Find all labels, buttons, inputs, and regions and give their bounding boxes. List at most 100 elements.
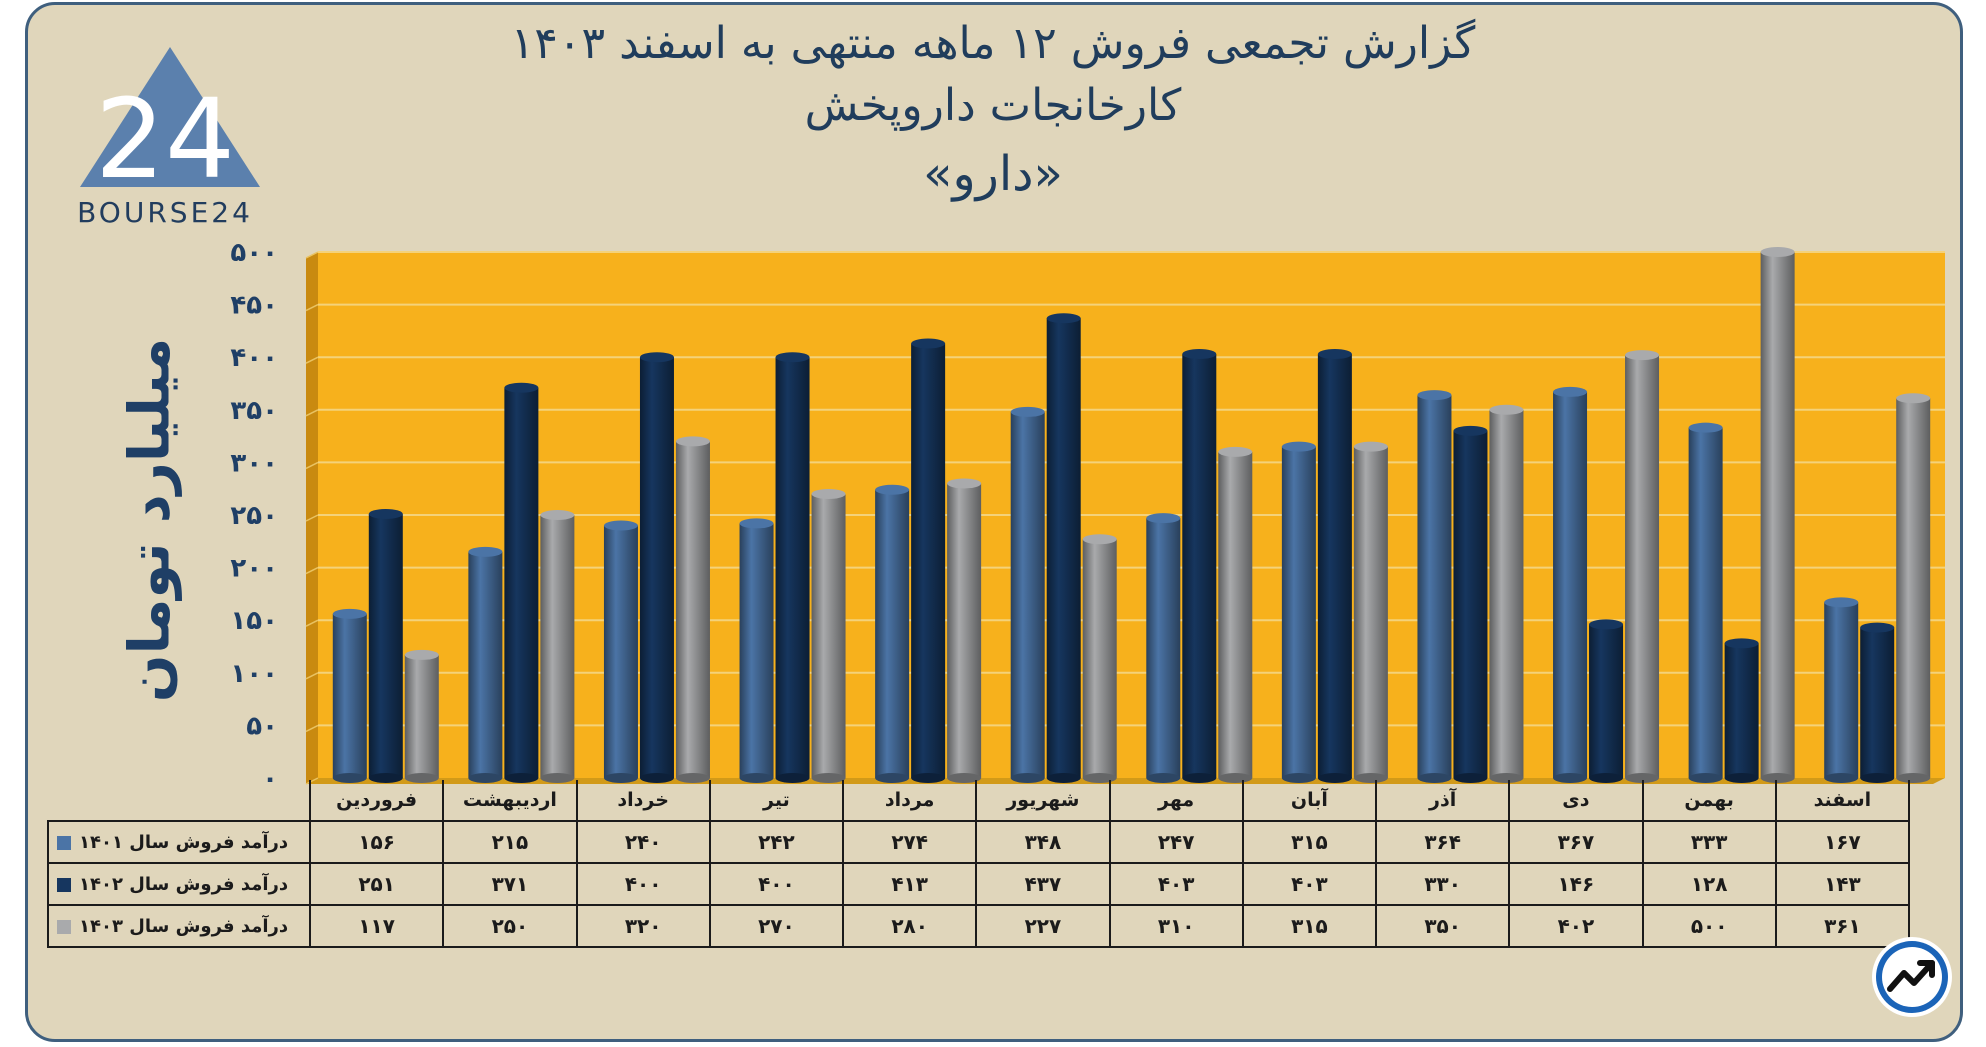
gridline-side bbox=[305, 251, 319, 259]
gridline-side bbox=[305, 409, 319, 417]
bar-1401 bbox=[1688, 427, 1723, 778]
data-label: ۱۱۷ bbox=[308, 904, 445, 948]
bar-1403 bbox=[1082, 539, 1117, 778]
data-label: ۳۱۵ bbox=[1241, 904, 1378, 948]
bar-1402-cap bbox=[1182, 349, 1217, 360]
bar-1401 bbox=[1010, 411, 1045, 778]
bar-1402-cap bbox=[1860, 622, 1895, 633]
data-label: ۵۰۰ bbox=[1641, 904, 1777, 948]
bar-1401 bbox=[1553, 391, 1588, 778]
data-label: ۱۲۸ bbox=[1641, 862, 1777, 906]
data-label: ۲۴۲ bbox=[708, 820, 845, 864]
month-label: تیر bbox=[708, 780, 845, 822]
bar-1401 bbox=[1417, 395, 1452, 778]
bar-1403 bbox=[1760, 252, 1795, 778]
chart-title-line-1: گزارش تجمعی فروش ۱۲ ماهه منتهی به اسفند … bbox=[510, 18, 1476, 69]
bar-1403-cap bbox=[947, 478, 982, 489]
legend-swatch bbox=[57, 919, 71, 934]
bar-1402 bbox=[1182, 354, 1217, 778]
month-label: شهریور bbox=[975, 780, 1111, 822]
logo-numeral: 24 bbox=[95, 75, 235, 203]
bar-1401 bbox=[875, 489, 910, 778]
data-label: ۳۲۰ bbox=[575, 904, 711, 948]
legend-swatch bbox=[57, 877, 71, 892]
chart-title-line-2: کارخانجات داروپخش bbox=[804, 80, 1182, 131]
bar-1403-cap bbox=[1082, 534, 1117, 545]
data-label: ۴۰۳ bbox=[1108, 862, 1244, 906]
bar-1401 bbox=[1146, 518, 1181, 778]
legend-entry: درآمد فروش سال ۱۴۰۱ bbox=[47, 820, 311, 864]
data-label: ۲۵۰ bbox=[442, 904, 578, 948]
month-label: آذر bbox=[1374, 780, 1511, 822]
data-label: ۲۷۰ bbox=[708, 904, 845, 948]
y-tick-label: ۱۵۰ bbox=[230, 606, 278, 636]
data-label: ۲۵۱ bbox=[308, 862, 445, 906]
month-label: آبان bbox=[1241, 780, 1378, 822]
y-tick-label: ۵۰ bbox=[246, 711, 278, 741]
bar-1403 bbox=[404, 654, 439, 778]
bar-1401-cap bbox=[1824, 597, 1859, 608]
series-name: درآمد فروش سال ۱۴۰۳ bbox=[79, 915, 289, 937]
month-label: مرداد bbox=[841, 780, 978, 822]
gridline-side bbox=[305, 672, 319, 680]
bar-1401-cap bbox=[1417, 390, 1452, 401]
bar-1403-cap bbox=[1353, 441, 1388, 452]
bar-1401-cap bbox=[1553, 386, 1588, 397]
data-label: ۳۶۱ bbox=[1774, 904, 1911, 948]
bar-1402 bbox=[639, 357, 674, 778]
bar-1403-cap bbox=[1625, 350, 1660, 361]
data-label: ۳۶۴ bbox=[1374, 820, 1511, 864]
data-label: ۲۴۷ bbox=[1108, 820, 1244, 864]
data-label: ۱۵۶ bbox=[308, 820, 445, 864]
bar-1403 bbox=[1896, 398, 1931, 778]
data-label: ۴۰۰ bbox=[575, 862, 711, 906]
data-label: ۴۰۲ bbox=[1508, 904, 1644, 948]
legend-swatch bbox=[57, 835, 71, 850]
bar-1402 bbox=[1724, 643, 1759, 778]
y-tick-label: ۵۰۰ bbox=[230, 238, 278, 268]
table-header-row: فروردین اردیبهشت خرداد تیر مرداد شهریور مهر آبا… bbox=[48, 780, 1911, 822]
data-label: ۲۱۵ bbox=[442, 820, 578, 864]
bar-1402 bbox=[368, 513, 403, 778]
data-label: ۴۰۳ bbox=[1241, 862, 1378, 906]
table-row: درآمد فروش سال ۱۴۰۳ ۱۱۷ ۲۵۰ ۳۲۰ ۲۷۰ ۲۸۰ ۲۲۷ ۳۱۰… bbox=[47, 904, 1911, 948]
month-label: بهمن bbox=[1641, 780, 1777, 822]
logo-wordmark: BOURSE24 bbox=[77, 196, 253, 229]
month-label: فروردین bbox=[308, 780, 445, 822]
bar-1402-cap bbox=[1724, 638, 1759, 649]
bar-1402-cap bbox=[775, 352, 810, 363]
bar-1403-cap bbox=[1896, 393, 1931, 404]
month-label: خرداد bbox=[575, 780, 711, 822]
data-label: ۱۶۷ bbox=[1774, 820, 1911, 864]
month-label: اسفند bbox=[1774, 780, 1911, 822]
bar-1402 bbox=[911, 343, 946, 778]
bar-1402 bbox=[504, 387, 539, 778]
bar-1401 bbox=[739, 523, 774, 778]
bar-1403-cap bbox=[540, 510, 575, 520]
month-label: مهر bbox=[1108, 780, 1244, 822]
bar-1402-cap bbox=[504, 382, 539, 393]
bar-1401 bbox=[603, 525, 638, 778]
bourse24-logo-icon: 24 bbox=[80, 47, 260, 203]
y-tick-label: ۲۵۰ bbox=[230, 501, 278, 531]
bar-1401-cap bbox=[875, 484, 910, 495]
gridline-side bbox=[305, 461, 319, 470]
data-label: ۳۱۰ bbox=[1108, 904, 1244, 948]
legend-entry: درآمد فروش سال ۱۴۰۲ bbox=[47, 862, 311, 906]
bar-1403-cap bbox=[1218, 446, 1253, 457]
data-label: ۳۵۰ bbox=[1374, 904, 1511, 948]
bar-1403 bbox=[1489, 409, 1524, 778]
bar-1401-cap bbox=[1010, 406, 1045, 417]
chart-title-line-3: «دارو» bbox=[923, 146, 1063, 202]
y-tick-label: ۱۰۰ bbox=[230, 659, 278, 689]
y-tick-label: ۴۰۰ bbox=[230, 343, 278, 373]
gridline-side bbox=[305, 303, 319, 312]
legend-entry: درآمد فروش سال ۱۴۰۳ bbox=[47, 904, 311, 948]
table-row: درآمد فروش سال ۱۴۰۲ ۲۵۱ ۳۷۱ ۴۰۰ ۴۰۰ ۴۱۳ ۴۳۷ ۴۰۳… bbox=[47, 862, 1911, 906]
bar-1403-cap bbox=[1489, 404, 1524, 415]
bar-1403-cap bbox=[1760, 247, 1795, 257]
data-label: ۴۱۳ bbox=[841, 862, 978, 906]
bar-1403 bbox=[1218, 451, 1253, 778]
bar-1403-cap bbox=[404, 649, 439, 660]
bar-1402 bbox=[1453, 430, 1488, 778]
